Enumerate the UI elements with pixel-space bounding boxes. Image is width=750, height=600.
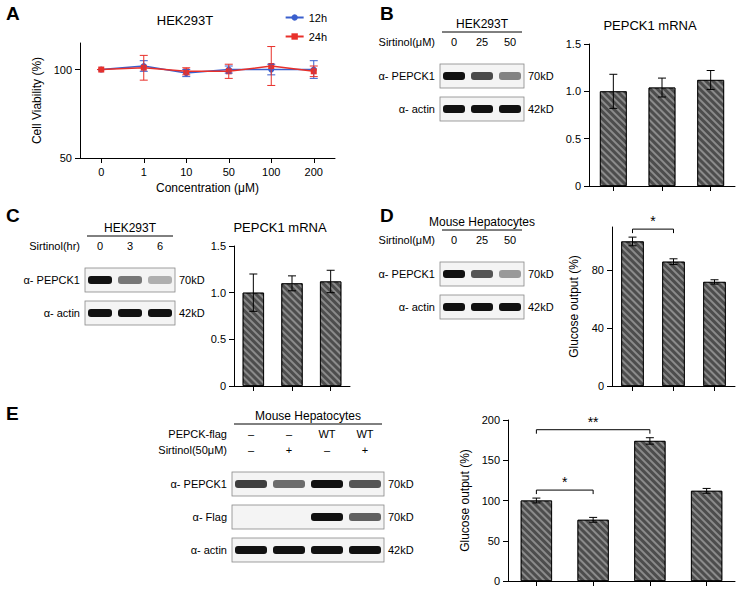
svg-text:10: 10 (180, 166, 192, 178)
svg-text:α- PEPCK1: α- PEPCK1 (379, 70, 436, 82)
svg-text:0: 0 (598, 380, 604, 392)
svg-text:0: 0 (575, 180, 581, 192)
svg-text:–: – (248, 444, 255, 456)
svg-text:25: 25 (476, 36, 488, 48)
svg-text:1: 1 (141, 166, 147, 178)
svg-text:+: + (362, 444, 368, 456)
svg-text:α- PEPCK1: α- PEPCK1 (379, 268, 436, 280)
svg-text:70kD: 70kD (528, 70, 554, 82)
svg-text:0: 0 (451, 234, 457, 246)
svg-text:E: E (6, 403, 19, 424)
svg-text:α- PEPCK1: α- PEPCK1 (171, 478, 228, 490)
svg-text:Glucose output (%): Glucose output (%) (458, 449, 472, 552)
svg-text:WT: WT (356, 428, 373, 440)
svg-text:200: 200 (305, 166, 323, 178)
svg-text:1.0: 1.0 (211, 287, 226, 299)
svg-text:0.5: 0.5 (566, 133, 581, 145)
svg-text:α- actin: α- actin (399, 301, 435, 313)
svg-text:Sirtinol(μM): Sirtinol(μM) (379, 36, 435, 48)
svg-text:D: D (380, 205, 394, 226)
svg-text:PEPCK1 mRNA: PEPCK1 mRNA (603, 18, 697, 33)
svg-text:Mouse Hepatocytes: Mouse Hepatocytes (255, 409, 361, 423)
svg-text:*: * (562, 474, 568, 490)
svg-text:HEK293T: HEK293T (104, 221, 157, 235)
svg-text:42kD: 42kD (179, 307, 205, 319)
svg-text:A: A (6, 3, 20, 24)
svg-text:B: B (380, 3, 394, 24)
svg-text:α- actin: α- actin (191, 544, 227, 556)
svg-text:+: + (286, 444, 292, 456)
svg-text:**: ** (588, 414, 599, 430)
svg-text:1.5: 1.5 (566, 38, 581, 50)
svg-text:70kD: 70kD (388, 478, 414, 490)
svg-text:Mouse Hepatocytes: Mouse Hepatocytes (429, 215, 535, 229)
svg-text:100: 100 (54, 64, 72, 76)
svg-text:70kD: 70kD (179, 274, 205, 286)
svg-text:α- Flag: α- Flag (193, 511, 227, 523)
svg-text:42kD: 42kD (528, 301, 554, 313)
svg-text:C: C (6, 205, 20, 226)
svg-text:70kD: 70kD (388, 511, 414, 523)
svg-text:42kD: 42kD (388, 544, 414, 556)
svg-text:1.5: 1.5 (211, 240, 226, 252)
svg-text:–: – (248, 428, 255, 440)
svg-text:Sirtinol(50μM): Sirtinol(50μM) (158, 444, 227, 456)
svg-text:200: 200 (482, 414, 500, 426)
svg-text:–: – (324, 444, 331, 456)
svg-text:Cell Viability (%): Cell Viability (%) (30, 57, 44, 144)
svg-text:0: 0 (451, 36, 457, 48)
svg-text:PEPCK-flag: PEPCK-flag (168, 428, 227, 440)
svg-text:100: 100 (482, 495, 500, 507)
svg-text:Glucose output (%): Glucose output (%) (567, 255, 581, 358)
svg-text:Sirtinol(hr): Sirtinol(hr) (29, 240, 80, 252)
svg-text:12h: 12h (309, 12, 327, 24)
svg-text:50: 50 (60, 152, 72, 164)
svg-text:Concentration (μM): Concentration (μM) (156, 181, 259, 195)
svg-text:HEK293T: HEK293T (456, 17, 509, 31)
svg-text:α- actin: α- actin (399, 103, 435, 115)
svg-text:40: 40 (592, 322, 604, 334)
svg-text:0.5: 0.5 (211, 333, 226, 345)
svg-text:25: 25 (476, 234, 488, 246)
svg-text:0: 0 (494, 575, 500, 587)
svg-text:50: 50 (223, 166, 235, 178)
svg-text:0: 0 (220, 380, 226, 392)
svg-text:24h: 24h (309, 31, 327, 43)
svg-text:50: 50 (504, 36, 516, 48)
svg-text:0: 0 (97, 240, 103, 252)
svg-text:α- actin: α- actin (44, 307, 80, 319)
svg-text:1.0: 1.0 (566, 85, 581, 97)
svg-text:150: 150 (482, 454, 500, 466)
svg-text:Sirtinol(μM): Sirtinol(μM) (379, 234, 435, 246)
svg-text:PEPCK1 mRNA: PEPCK1 mRNA (233, 220, 327, 235)
svg-text:3: 3 (127, 240, 133, 252)
svg-text:70kD: 70kD (528, 268, 554, 280)
svg-text:80: 80 (592, 264, 604, 276)
svg-text:HEK293T: HEK293T (157, 13, 213, 28)
svg-text:6: 6 (157, 240, 163, 252)
svg-text:42kD: 42kD (528, 103, 554, 115)
svg-text:WT: WT (318, 428, 335, 440)
svg-text:50: 50 (488, 535, 500, 547)
svg-text:*: * (650, 213, 656, 229)
svg-text:0: 0 (98, 166, 104, 178)
svg-text:α- PEPCK1: α- PEPCK1 (24, 274, 81, 286)
svg-text:–: – (286, 428, 293, 440)
svg-text:100: 100 (262, 166, 280, 178)
svg-text:50: 50 (504, 234, 516, 246)
